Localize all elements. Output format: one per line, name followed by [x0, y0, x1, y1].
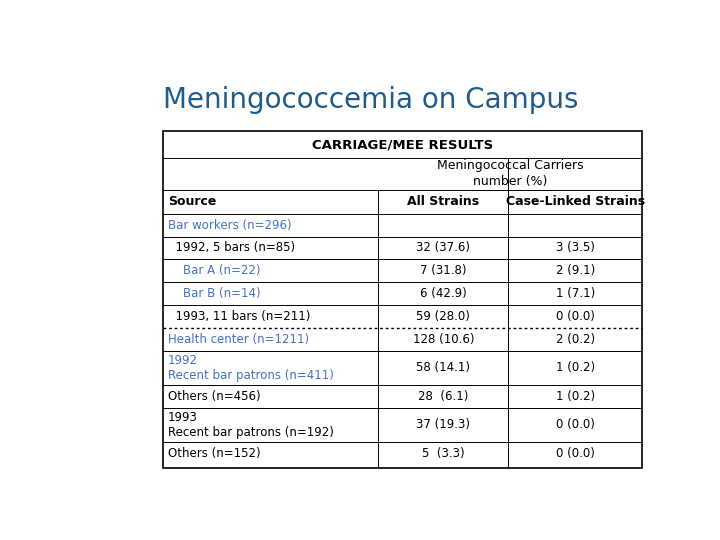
Text: 1 (0.2): 1 (0.2): [556, 390, 595, 403]
Text: 28  (6.1): 28 (6.1): [418, 390, 469, 403]
Text: 32 (37.6): 32 (37.6): [416, 241, 470, 254]
Text: 6 (42.9): 6 (42.9): [420, 287, 467, 300]
Text: Source: Source: [168, 195, 217, 208]
Text: 58 (14.1): 58 (14.1): [416, 361, 470, 374]
Text: 7 (31.8): 7 (31.8): [420, 264, 467, 278]
Text: Bar A (n=22): Bar A (n=22): [168, 264, 261, 278]
Text: CARRIAGE/MEE RESULTS: CARRIAGE/MEE RESULTS: [312, 138, 493, 151]
Text: Recent bar patrons (n=411): Recent bar patrons (n=411): [168, 369, 334, 382]
Text: 1 (0.2): 1 (0.2): [556, 361, 595, 374]
Text: 1992, 5 bars (n=85): 1992, 5 bars (n=85): [168, 241, 295, 254]
Text: 59 (28.0): 59 (28.0): [416, 310, 470, 323]
Text: 0 (0.0): 0 (0.0): [556, 310, 595, 323]
Text: 2 (0.2): 2 (0.2): [556, 333, 595, 346]
Text: 1993, 11 bars (n=211): 1993, 11 bars (n=211): [168, 310, 310, 323]
Text: 5  (3.3): 5 (3.3): [422, 447, 464, 460]
Text: Health center (n=1211): Health center (n=1211): [168, 333, 310, 346]
Text: All Strains: All Strains: [408, 195, 480, 208]
Text: 1 (7.1): 1 (7.1): [556, 287, 595, 300]
Text: 0 (0.0): 0 (0.0): [556, 418, 595, 431]
Text: 2 (9.1): 2 (9.1): [556, 264, 595, 278]
Text: 0 (0.0): 0 (0.0): [556, 447, 595, 460]
Text: 1993: 1993: [168, 410, 198, 423]
Text: Meningococcal Carriers
number (%): Meningococcal Carriers number (%): [437, 159, 584, 188]
Text: 37 (19.3): 37 (19.3): [416, 418, 470, 431]
Text: Bar workers (n=296): Bar workers (n=296): [168, 219, 292, 232]
Text: 1992: 1992: [168, 354, 198, 367]
Text: 128 (10.6): 128 (10.6): [413, 333, 474, 346]
Text: Meningococcemia on Campus: Meningococcemia on Campus: [163, 85, 578, 113]
Text: 3 (3.5): 3 (3.5): [556, 241, 595, 254]
Text: Others (n=456): Others (n=456): [168, 390, 261, 403]
Text: Case-Linked Strains: Case-Linked Strains: [505, 195, 645, 208]
Text: Recent bar patrons (n=192): Recent bar patrons (n=192): [168, 426, 334, 439]
Text: Bar B (n=14): Bar B (n=14): [168, 287, 261, 300]
Text: Others (n=152): Others (n=152): [168, 447, 261, 460]
